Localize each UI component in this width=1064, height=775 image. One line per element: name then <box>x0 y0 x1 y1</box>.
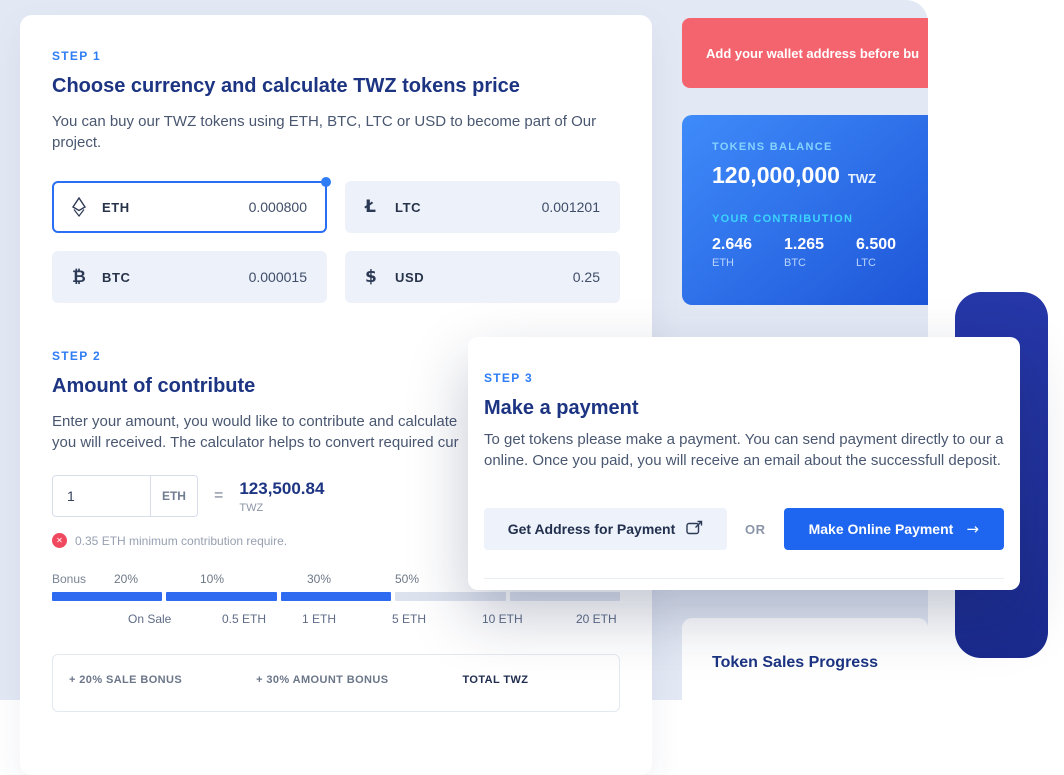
total-twz-label: TOTAL TWZ <box>462 674 529 686</box>
make-online-payment-label: Make Online Payment <box>808 521 954 537</box>
conversion-result: 123,500.84 TWZ <box>239 479 324 514</box>
payment-card: STEP 3 Make a payment To get tokens plea… <box>468 337 1020 590</box>
tokens-balance-value-row: 120,000,000 TWZ <box>712 162 928 189</box>
make-online-payment-button[interactable]: Make Online Payment → <box>783 508 1004 550</box>
amount-input-group: ETH <box>52 475 198 517</box>
currency-rate: 0.001201 <box>541 199 600 215</box>
sale-bonus-label: + 20% SALE BONUS <box>69 674 183 686</box>
currency-option-eth[interactable]: ETH 0.000800 <box>52 177 331 233</box>
currency-code: BTC <box>102 269 131 285</box>
currency-option-btc[interactable]: ₿ BTC 0.000015 <box>52 251 327 303</box>
ethereum-icon <box>72 197 96 217</box>
step3-description-line1: To get tokens please make a payment. You… <box>484 431 1004 448</box>
contribution-value: 6.500 <box>856 236 897 253</box>
bonus-label: Bonus <box>52 572 87 586</box>
bonus-summary-box: + 20% SALE BONUS + 30% AMOUNT BONUS TOTA… <box>52 654 620 712</box>
contribution-label: YOUR CONTRIBUTION <box>712 213 854 225</box>
currency-grid: ETH 0.000800 Ł LTC 0.001201 ₿ BTC 0.0000… <box>52 177 620 303</box>
contribution-ltc: 6.500 LTC <box>856 236 900 269</box>
contribution-eth: 2.646 ETH <box>712 236 756 269</box>
get-address-button-label: Get Address for Payment <box>507 521 676 537</box>
get-address-button[interactable]: Get Address for Payment <box>484 508 727 550</box>
currency-code: USD <box>395 269 425 285</box>
result-value: 123,500.84 <box>239 478 325 498</box>
bonus-tick-label: On Sale <box>128 612 172 626</box>
step2-title: Amount of contribute <box>52 375 256 397</box>
litecoin-icon: Ł <box>365 197 376 217</box>
contribution-columns: 2.646 ETH 1.265 BTC 6.500 LTC <box>712 236 928 269</box>
step2-label: STEP 2 <box>52 349 101 363</box>
bonus-tick-label: 5 ETH <box>392 612 427 626</box>
currency-rate: 0.000015 <box>248 269 307 285</box>
wallet-alert-banner[interactable]: Add your wallet address before bu <box>682 18 928 88</box>
step2-description: Enter your amount, you would like to con… <box>52 411 620 453</box>
equals-sign: = <box>214 487 224 504</box>
amount-currency-label: ETH <box>161 489 186 503</box>
tokens-balance-value: 120,000,000 <box>712 162 840 188</box>
bonus-percent-label: 30% <box>307 572 332 586</box>
contribution-unit: LTC <box>856 257 876 269</box>
step1-title: Choose currency and calculate TWZ tokens… <box>52 75 520 97</box>
dollar-icon: $ <box>365 267 377 287</box>
bonus-progress: Bonus 20% 10% 30% 50% On Sale 0.5 ETH 1 … <box>52 572 621 628</box>
bonus-bar-segment <box>395 592 506 601</box>
bonus-bar-segment <box>280 592 392 601</box>
currency-rate: 0.25 <box>572 269 600 285</box>
contribution-btc: 1.265 BTC <box>784 236 828 269</box>
amount-row: ETH = 123,500.84 TWZ <box>52 475 620 517</box>
amount-input[interactable] <box>53 476 150 516</box>
currency-option-usd[interactable]: $ USD 0.25 <box>345 251 620 303</box>
wallet-address-icon <box>686 520 703 538</box>
bonus-bar-segment <box>52 592 163 601</box>
error-icon: ✕ <box>52 533 67 548</box>
contribution-unit: BTC <box>784 257 806 269</box>
bonus-tick-label: 20 ETH <box>576 612 617 626</box>
step1-description: You can buy our TWZ tokens using ETH, BT… <box>52 113 597 151</box>
wallet-alert-text: Add your wallet address before bu <box>706 45 920 61</box>
payment-buttons-row: Get Address for Payment OR Make Online P… <box>484 508 1004 550</box>
bonus-tick-label: 0.5 ETH <box>222 612 267 626</box>
bonus-percent-label: 10% <box>200 572 225 586</box>
payment-card-divider <box>484 578 1004 579</box>
selected-dot <box>321 177 331 187</box>
tokens-balance-card: TOKENS BALANCE 120,000,000 TWZ YOUR CONT… <box>682 115 928 305</box>
amount-bonus-label: + 30% AMOUNT BONUS <box>256 674 389 686</box>
currency-option-ltc[interactable]: Ł LTC 0.001201 <box>345 181 620 233</box>
bitcoin-icon: ₿ <box>72 267 86 287</box>
result-unit: TWZ <box>239 501 264 514</box>
tokens-balance-unit: TWZ <box>847 171 877 186</box>
contribution-value: 1.265 <box>784 236 825 253</box>
or-label: OR <box>745 521 766 537</box>
bonus-percent-label: 20% <box>114 572 139 586</box>
step3-description: To get tokens please make a payment. You… <box>484 429 1004 471</box>
currency-code: LTC <box>395 199 422 215</box>
bonus-progress-bar <box>52 592 621 601</box>
step3-label: STEP 3 <box>484 371 533 385</box>
error-row: ✕ 0.35 ETH minimum contribution require. <box>52 533 620 548</box>
currency-rate: 0.000800 <box>248 199 307 215</box>
bonus-percent-label: 50% <box>395 572 420 586</box>
arrow-right-icon: → <box>966 520 979 538</box>
bonus-bar-segment <box>509 592 621 601</box>
step1-label: STEP 1 <box>52 49 101 63</box>
token-sales-progress-card: Token Sales Progress <box>682 618 928 738</box>
bonus-tick-label: 10 ETH <box>482 612 523 626</box>
error-message: 0.35 ETH minimum contribution require. <box>75 533 288 548</box>
step3-description-line2: online. Once you paid, you will receive … <box>484 452 1001 469</box>
input-divider <box>150 476 151 516</box>
step2-description-line1: Enter your amount, you would like to con… <box>52 413 458 430</box>
tokens-balance-label: TOKENS BALANCE <box>712 141 833 153</box>
contribution-unit: ETH <box>712 257 734 269</box>
step3-title: Make a payment <box>484 397 639 419</box>
step2-description-line2: you will received. The calculator helps … <box>52 434 459 451</box>
contribution-value: 2.646 <box>712 236 753 253</box>
token-sales-progress-title: Token Sales Progress <box>712 654 878 671</box>
bonus-tick-label: 1 ETH <box>302 612 337 626</box>
bonus-bar-segment <box>166 592 277 601</box>
currency-code: ETH <box>102 199 130 215</box>
